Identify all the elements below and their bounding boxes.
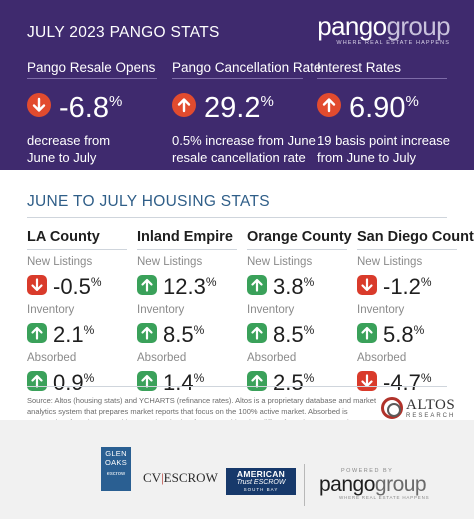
metric-item: New Listings 3.8% xyxy=(247,256,347,298)
stat-value: -6.8% xyxy=(59,92,123,124)
metric-value: 1.4% xyxy=(163,370,205,395)
metric-label: Absorbed xyxy=(27,352,77,364)
housing-stats-title: JUNE TO JULY HOUSING STATS xyxy=(27,193,270,210)
metric-item: New Listings -0.5% xyxy=(27,256,127,298)
metric-value: -0.5% xyxy=(53,274,102,299)
metric-label: Inventory xyxy=(27,304,75,316)
metric-item: New Listings -1.2% xyxy=(357,256,457,298)
metric-value: 2.5% xyxy=(273,370,315,395)
arrow-up-icon xyxy=(247,274,267,295)
county-column: Orange County New Listings 3.8% Inventory 8.… xyxy=(247,229,352,394)
metric-item: Absorbed 0.9% xyxy=(27,352,127,394)
county-column: LA County New Listings -0.5% Inventory 2.1% A… xyxy=(27,229,127,394)
county-column: Inland Empire New Listings 12.3% Inventory 8… xyxy=(137,229,237,394)
metric-item: Inventory 2.1% xyxy=(27,304,127,346)
metric-label: Absorbed xyxy=(357,352,407,364)
banner-title: JULY 2023 PANGO STATS xyxy=(27,24,220,41)
metric-value: 5.8% xyxy=(383,322,425,347)
stat-label: Pango Resale Opens xyxy=(27,60,157,79)
logo-wordmark: pangogroup xyxy=(317,13,450,39)
divider xyxy=(27,217,447,218)
metric-item: New Listings 12.3% xyxy=(137,256,237,298)
arrow-up-icon xyxy=(172,93,196,117)
glen-oaks-escrow-logo: GLEN OAKS escrow xyxy=(101,447,131,491)
partner-footer: GLEN OAKS escrow CV|ESCROW AMERICAN Trus… xyxy=(0,420,474,519)
arrow-down-icon xyxy=(357,370,377,391)
arrow-up-icon xyxy=(27,322,47,343)
logo-group: group xyxy=(386,11,451,41)
arrow-down-icon xyxy=(27,93,51,117)
metric-item: Absorbed 1.4% xyxy=(137,352,237,394)
logo-pango: pango xyxy=(317,11,387,41)
arrow-up-icon xyxy=(137,274,157,295)
metric-value: 8.5% xyxy=(163,322,205,347)
metric-value: 8.5% xyxy=(273,322,315,347)
arrow-up-icon xyxy=(137,322,157,343)
county-name: San Diego County xyxy=(357,229,474,250)
divider xyxy=(27,386,447,387)
arrow-up-icon xyxy=(357,322,377,343)
metric-label: New Listings xyxy=(27,256,93,268)
stat-label: Interest Rates xyxy=(317,60,447,79)
arrow-up-icon xyxy=(247,370,267,391)
metric-label: Inventory xyxy=(137,304,185,316)
stat-resale-opens: Pango Resale Opens -6.8% decrease from Ju… xyxy=(27,60,157,166)
metric-item: Absorbed -4.7% xyxy=(357,352,457,394)
stat-description: 19 basis point increase from June to July xyxy=(317,133,450,165)
county-name: LA County xyxy=(27,229,127,250)
stat-value: 29.2% xyxy=(204,92,274,124)
stat-label: Pango Cancellation Rate xyxy=(172,60,321,79)
metric-label: New Listings xyxy=(357,256,423,268)
stat-cancellation-rate: Pango Cancellation Rate 29.2% 0.5% incre… xyxy=(172,60,321,166)
cv-escrow-logo: CV|ESCROW xyxy=(143,470,218,485)
metric-label: Absorbed xyxy=(247,352,297,364)
arrow-up-icon xyxy=(27,370,47,391)
metric-item: Inventory 5.8% xyxy=(357,304,457,346)
powered-by-pangogroup-logo: POWERED BY pangogroup WHERE REAL ESTATE … xyxy=(319,468,430,500)
metric-label: New Listings xyxy=(247,256,313,268)
metric-value: 2.1% xyxy=(53,322,95,347)
metric-label: Inventory xyxy=(247,304,295,316)
metric-value: -4.7% xyxy=(383,370,432,395)
altos-subtitle: RESEARCH xyxy=(406,412,456,419)
metric-item: Inventory 8.5% xyxy=(247,304,347,346)
metric-value: 12.3% xyxy=(163,274,217,299)
arrow-up-icon xyxy=(137,370,157,391)
metric-value: -1.2% xyxy=(383,274,432,299)
altos-name: ALTOS xyxy=(406,396,456,413)
metric-item: Absorbed 2.5% xyxy=(247,352,347,394)
altos-emblem-icon xyxy=(381,397,403,419)
metric-label: Absorbed xyxy=(137,352,187,364)
county-column: San Diego County New Listings -1.2% Invento… xyxy=(357,229,474,394)
stat-value: 6.90% xyxy=(349,92,419,124)
american-trust-escrow-logo: AMERICAN Trust ESCROW SOUTH BAY xyxy=(226,468,296,495)
arrow-up-icon xyxy=(317,93,341,117)
arrow-down-icon xyxy=(357,274,377,295)
altos-research-logo: ALTOS RESEARCH xyxy=(381,397,455,419)
metric-label: Inventory xyxy=(357,304,405,316)
pangogroup-logo: pangogroup WHERE REAL ESTATE HAPPENS xyxy=(317,13,450,46)
logo-tagline: WHERE REAL ESTATE HAPPENS xyxy=(336,40,450,46)
arrow-down-icon xyxy=(27,274,47,295)
stat-description: decrease from June to July xyxy=(27,133,111,165)
metric-value: 0.9% xyxy=(53,370,95,395)
monthly-stats-banner: JULY 2023 PANGO STATS pangogroup WHERE R… xyxy=(0,0,474,170)
metric-item: Inventory 8.5% xyxy=(137,304,237,346)
stat-interest-rates: Interest Rates 6.90% 19 basis point incr… xyxy=(317,60,450,166)
metric-value: 3.8% xyxy=(273,274,315,299)
stat-description: 0.5% increase from June resale cancellati… xyxy=(172,133,316,165)
divider xyxy=(304,464,305,506)
county-name: Inland Empire xyxy=(137,229,237,250)
metric-label: New Listings xyxy=(137,256,203,268)
arrow-up-icon xyxy=(247,322,267,343)
county-name: Orange County xyxy=(247,229,352,250)
